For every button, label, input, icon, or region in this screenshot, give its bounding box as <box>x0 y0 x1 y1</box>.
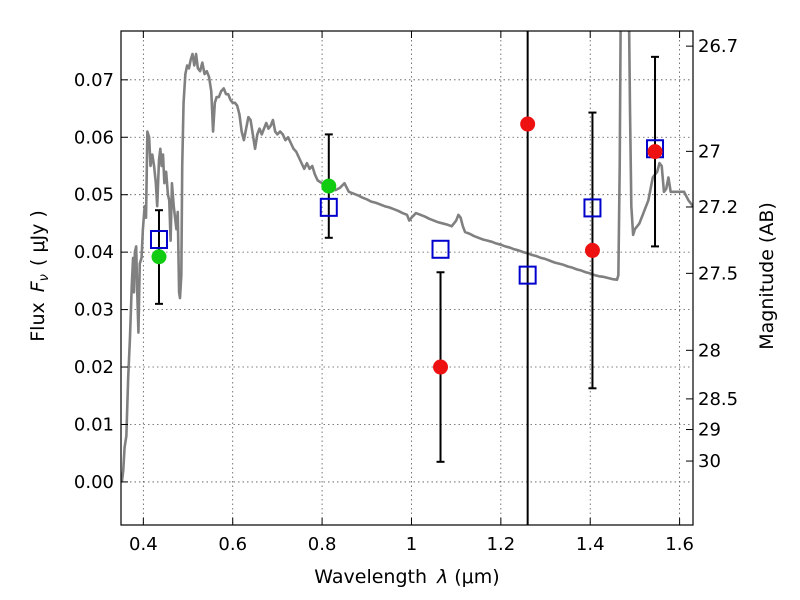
nondetection-point <box>520 116 536 132</box>
grid <box>121 31 693 525</box>
y-tick-label: 0.04 <box>74 242 114 263</box>
plot-frame <box>120 30 694 526</box>
y-tick-label: 0.05 <box>74 185 114 206</box>
x-axis-title-prefix: Wavelength <box>314 566 427 588</box>
model-spectrum-line <box>121 31 693 483</box>
nondetection-point <box>647 144 663 160</box>
x-tick-label: 1.2 <box>487 534 516 555</box>
y2-tick-label: 27.5 <box>698 263 738 284</box>
y-axis-title-subscript: ν <box>37 274 52 281</box>
ticks: 0.4 0.6 0.8 1 1.2 1.4 1.6 0.00 0.01 0.02 0.03 0.04 0… <box>74 31 738 555</box>
model-band-square <box>149 230 168 250</box>
y-tick-label: 0.06 <box>74 127 114 148</box>
y2-tick-label: 28 <box>698 340 721 361</box>
detection-point <box>151 249 167 265</box>
detection-point <box>321 178 337 194</box>
y2-tick-label: 27.2 <box>698 197 738 218</box>
model-band-square <box>583 198 602 218</box>
x-tick-label: 1 <box>406 534 417 555</box>
plot-area <box>121 31 693 525</box>
plot-background <box>121 31 693 525</box>
x-tick-label: 0.6 <box>218 534 247 555</box>
y2-tick-label: 29 <box>698 420 721 441</box>
y2-tick-label: 28.5 <box>698 389 738 410</box>
y2-tick-label: 27 <box>698 141 721 162</box>
nondetection-point <box>584 242 600 258</box>
y-tick-label: 0.01 <box>74 414 114 435</box>
x-tick-label: 1.6 <box>665 534 694 555</box>
x-axis-title: Wavelength λ (μm) <box>314 566 499 588</box>
y2-tick-label: 30 <box>698 451 721 472</box>
model-band-square <box>319 197 338 217</box>
x-axis-title-unit: (μm) <box>454 566 499 588</box>
nondetection-point <box>433 359 449 375</box>
y-axis-title-symbol: F <box>27 280 49 292</box>
y-tick-label: 0.02 <box>74 357 114 378</box>
model-band-square <box>431 239 450 259</box>
y2-tick-label: 26.7 <box>698 36 738 57</box>
y2-axis-title: Magnitude (AB) <box>756 202 778 350</box>
x-tick-label: 1.4 <box>576 534 605 555</box>
y-tick-label: 0.00 <box>74 472 114 493</box>
model-band-square <box>518 265 537 285</box>
x-tick-label: 0.4 <box>129 534 158 555</box>
x-axis-title-symbol: λ <box>436 566 448 588</box>
x-tick-label: 0.8 <box>308 534 337 555</box>
y-tick-label: 0.03 <box>74 300 114 321</box>
y-tick-label: 0.07 <box>74 70 114 91</box>
y-axis-title: Flux Fν ( μJy ) <box>27 210 52 342</box>
y-axis-title-prefix: Flux <box>27 302 49 342</box>
y-axis-title-unit: ( μJy ) <box>27 210 49 266</box>
